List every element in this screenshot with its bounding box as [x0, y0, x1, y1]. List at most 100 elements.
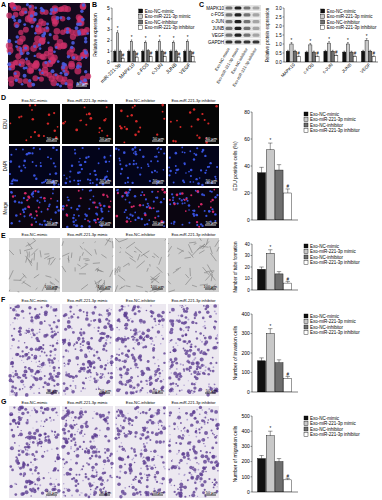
cell	[31, 354, 33, 356]
blot-strip	[224, 19, 261, 25]
cell	[35, 347, 37, 349]
cell	[74, 152, 76, 154]
cell	[28, 352, 30, 354]
cell	[46, 354, 48, 356]
cell	[102, 315, 103, 316]
cell	[188, 222, 190, 224]
cell	[75, 375, 78, 378]
cell	[200, 223, 202, 225]
cell	[66, 214, 68, 216]
cell	[20, 115, 22, 117]
cell	[208, 166, 210, 168]
cell	[33, 174, 36, 177]
cell	[107, 360, 108, 361]
cell	[93, 349, 95, 351]
cell	[36, 25, 39, 28]
cell	[26, 199, 28, 201]
cell	[80, 10, 83, 13]
cell	[31, 109, 33, 111]
cell	[66, 178, 68, 180]
cell	[58, 360, 59, 361]
cell	[39, 377, 43, 381]
cell	[121, 383, 124, 386]
cell	[76, 65, 80, 69]
cell	[151, 311, 155, 315]
cell	[80, 343, 82, 345]
cell	[71, 389, 72, 390]
cell	[97, 379, 99, 381]
cell	[82, 341, 84, 343]
tube	[55, 279, 59, 283]
cell	[24, 332, 26, 334]
tube	[143, 254, 148, 258]
cell	[198, 226, 200, 228]
row-label: DAPI	[3, 161, 8, 172]
cell	[190, 352, 191, 353]
cell	[119, 125, 121, 127]
cell	[32, 161, 34, 163]
cell	[65, 27, 71, 33]
cell	[18, 330, 21, 333]
cell	[196, 362, 199, 365]
cell	[203, 326, 204, 327]
cell	[214, 384, 215, 385]
cell	[93, 195, 95, 197]
blot-band	[244, 40, 251, 43]
cell	[18, 340, 20, 342]
cell	[82, 49, 87, 54]
blot-band	[244, 13, 251, 16]
cell	[125, 199, 127, 201]
cell	[133, 163, 135, 165]
cell	[191, 367, 192, 368]
cell	[58, 184, 60, 186]
cell	[163, 191, 166, 194]
cell	[213, 366, 215, 368]
tube	[200, 238, 202, 241]
cell	[20, 59, 26, 65]
cell	[44, 320, 46, 322]
cell	[169, 394, 170, 395]
cell	[171, 331, 173, 333]
cell	[15, 423, 17, 425]
cell	[21, 310, 24, 313]
scale-bar	[152, 225, 163, 226]
cell	[187, 319, 189, 321]
tube	[118, 275, 125, 281]
cell	[19, 433, 23, 437]
cell	[145, 198, 147, 200]
cell	[194, 345, 196, 347]
cell	[116, 354, 118, 356]
cell	[49, 173, 51, 175]
cell	[57, 126, 59, 128]
cell	[44, 310, 48, 314]
tube	[47, 257, 54, 259]
column-label: Exo-NC-mimic	[22, 232, 48, 237]
scale-bar	[152, 289, 163, 290]
cell	[78, 339, 79, 340]
micrograph: 50 μm	[9, 188, 60, 228]
cell	[105, 364, 107, 366]
cell	[15, 456, 17, 458]
cell	[64, 82, 67, 85]
cell	[204, 327, 206, 329]
cell	[84, 70, 87, 73]
cell	[73, 317, 74, 318]
cell	[153, 344, 155, 346]
cell	[32, 384, 35, 387]
cell	[15, 40, 18, 43]
cell	[70, 315, 73, 318]
cell	[69, 176, 71, 178]
cell	[61, 42, 68, 49]
cell	[49, 325, 51, 327]
cell	[51, 69, 55, 73]
cell	[101, 130, 103, 132]
cell	[118, 348, 120, 350]
cell	[198, 350, 200, 352]
cell	[71, 41, 75, 45]
column-label: Exo-miR-221-3p inhibitor	[171, 232, 216, 237]
scale-bar	[46, 289, 57, 290]
cell	[41, 8, 45, 12]
cell	[85, 377, 87, 379]
cell	[80, 349, 83, 352]
cell	[31, 329, 34, 332]
